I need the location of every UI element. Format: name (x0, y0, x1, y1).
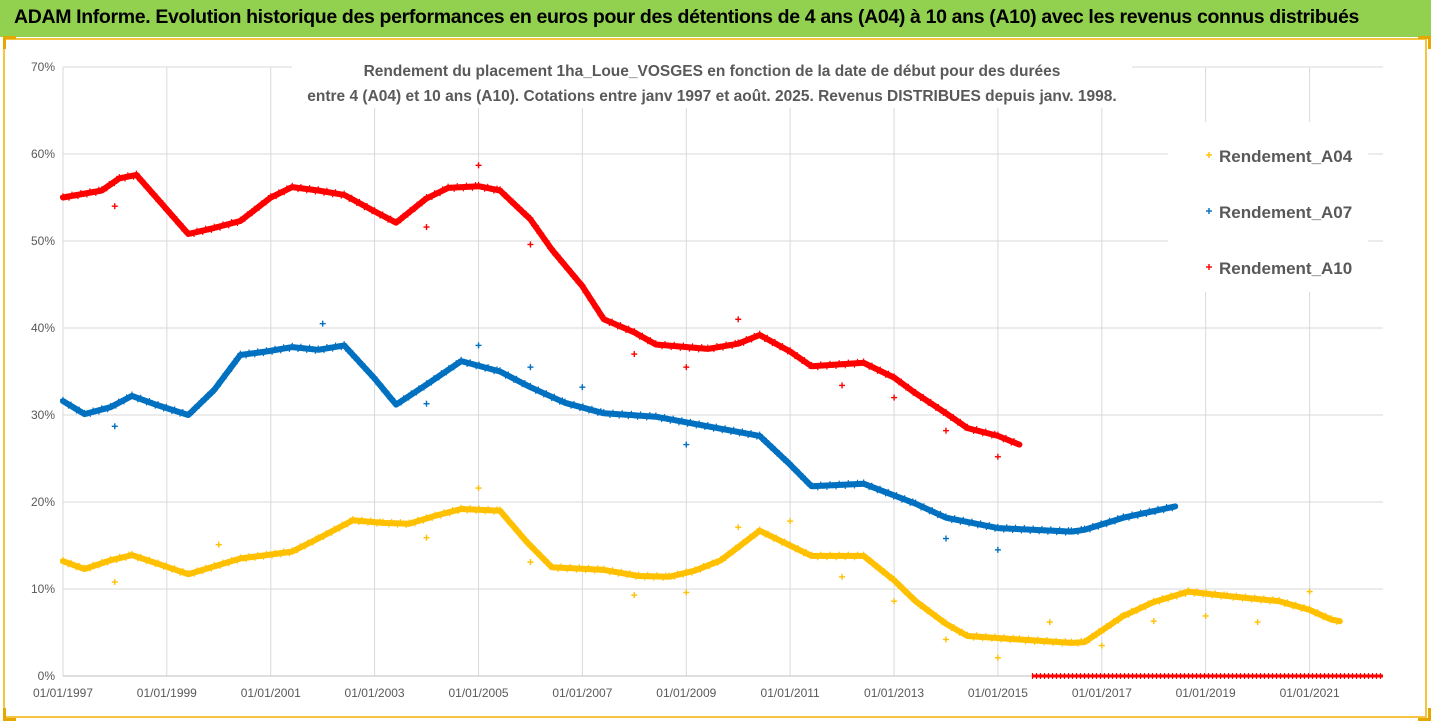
x-tick-label: 01/01/1997 (33, 686, 93, 700)
data-point-outlier (1254, 619, 1261, 626)
data-point-outlier (527, 559, 534, 566)
data-point-outlier (579, 384, 586, 391)
y-tick-label: 20% (31, 495, 55, 509)
x-tick-label: 01/01/2005 (449, 686, 509, 700)
data-point-outlier (839, 573, 846, 580)
series-Rendement_A07 (60, 320, 1179, 553)
data-point-outlier (683, 364, 690, 371)
y-tick-label: 70% (31, 60, 55, 74)
chart-title-line-2: entre 4 (A04) et 10 ans (A10). Cotations… (307, 88, 1116, 105)
data-point-outlier (891, 598, 898, 605)
data-point-outlier (994, 453, 1001, 460)
frame-corner-bottom-left (3, 708, 16, 721)
data-point-outlier (1150, 618, 1157, 625)
x-tick-label: 01/01/2003 (345, 686, 405, 700)
data-point-outlier (527, 364, 534, 371)
data-point-outlier (631, 351, 638, 358)
data-point-outlier (475, 485, 482, 492)
zero-segment (1031, 673, 1383, 679)
x-tick-label: 01/01/2007 (552, 686, 612, 700)
data-point-outlier (942, 427, 949, 434)
gridlines (62, 66, 1383, 676)
x-tick-label: 01/01/2011 (761, 686, 820, 700)
data-point-outlier (475, 162, 482, 169)
series-line (60, 171, 1023, 448)
data-point-outlier (475, 342, 482, 349)
x-tick-label: 01/01/2015 (968, 686, 1028, 700)
x-tick-label: 01/01/2001 (241, 686, 301, 700)
chart-title-line-1: Rendement du placement 1ha_Loue_VOSGES e… (364, 63, 1061, 80)
x-tick-label: 01/01/1999 (137, 686, 197, 700)
y-tick-label: 0% (38, 669, 56, 683)
data-point-outlier (683, 441, 690, 448)
data-point-outlier (787, 518, 794, 525)
data-point-outlier (735, 316, 742, 323)
data-point-outlier (319, 320, 326, 327)
data-point-outlier (942, 636, 949, 643)
data-point-outlier (994, 546, 1001, 553)
data-point-outlier (891, 394, 898, 401)
y-tick-label: 10% (31, 582, 55, 596)
y-tick-label: 60% (31, 147, 55, 161)
frame-corner-top-right (1418, 36, 1431, 49)
data-point-outlier (527, 241, 534, 248)
x-tick-label: 01/01/2017 (1072, 686, 1132, 700)
data-point-outlier (839, 382, 846, 389)
data-point-outlier (423, 400, 430, 407)
page-banner: ADAM Informe. Evolution historique des p… (0, 0, 1431, 37)
legend-item-Rendement_A07: Rendement_A07 (1206, 203, 1352, 222)
data-point-outlier (994, 654, 1001, 661)
axes: 0% 10% 20% 30% 40% 50% 60% 70% 01/01/1997 01/01/1… (31, 60, 1383, 700)
data-point-outlier (683, 589, 690, 596)
series-line (60, 506, 1343, 646)
data-point-outlier (735, 524, 742, 531)
legend-marker (1206, 152, 1212, 158)
x-tick-label: 01/01/2019 (1176, 686, 1236, 700)
data-point-outlier (423, 534, 430, 541)
y-tick-label: 30% (31, 408, 55, 422)
y-tick-label: 40% (31, 321, 55, 335)
legend-item-Rendement_A04: Rendement_A04 (1206, 147, 1353, 166)
legend-marker (1206, 264, 1212, 270)
series-Rendement_A04 (60, 485, 1343, 661)
frame-corner-bottom-right (1418, 708, 1431, 721)
frame-corner-top-left (3, 36, 16, 49)
legend-label: Rendement_A10 (1219, 259, 1352, 278)
data-point-outlier (215, 541, 222, 548)
title-box (292, 52, 1132, 108)
y-tick-label: 50% (31, 234, 55, 248)
legend: Rendement_A04 Rendement_A07 Rendement_A10 (1168, 122, 1368, 292)
series-Rendement_A10 (60, 162, 1383, 679)
x-tick-label: 01/01/2009 (656, 686, 716, 700)
x-tick-label: 01/01/2013 (864, 686, 924, 700)
chart-frame (3, 38, 1427, 718)
legend-label: Rendement_A04 (1219, 147, 1353, 166)
data-point-outlier (1306, 588, 1313, 595)
data-point-outlier (942, 535, 949, 542)
data-point-outlier (1098, 642, 1105, 649)
data-point-outlier (423, 224, 430, 231)
legend-item-Rendement_A10: Rendement_A10 (1206, 259, 1352, 278)
data-point-outlier (631, 592, 638, 599)
data-point-outlier (1046, 619, 1053, 626)
banner-title: ADAM Informe. Evolution historique des p… (14, 6, 1359, 28)
data-point-outlier (111, 579, 118, 586)
legend-box (1168, 122, 1368, 292)
data-point-outlier (111, 203, 118, 210)
data-point-outlier (1202, 612, 1209, 619)
series-layer (60, 162, 1383, 679)
x-tick-label: 01/01/2021 (1280, 686, 1340, 700)
legend-label: Rendement_A07 (1219, 203, 1352, 222)
legend-marker (1206, 208, 1212, 214)
data-point-outlier (111, 423, 118, 430)
